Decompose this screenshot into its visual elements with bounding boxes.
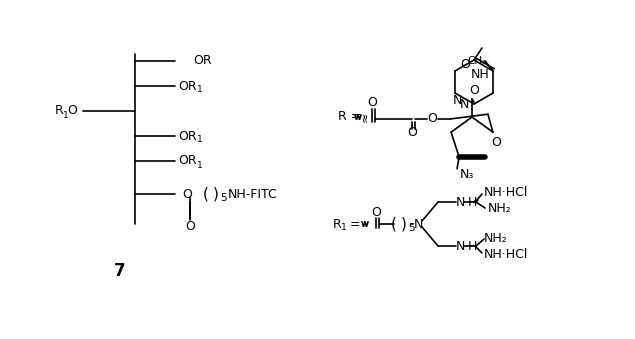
Text: N: N [459,98,469,111]
Text: 1: 1 [197,85,203,95]
Text: NH·HCl: NH·HCl [484,247,528,260]
Text: O: O [67,104,77,118]
Text: OR: OR [178,129,197,142]
Text: 1: 1 [63,111,69,120]
Text: O: O [460,59,470,72]
Text: ): ) [401,217,407,232]
Text: O: O [185,220,195,234]
Text: =: = [346,218,361,231]
Text: H: H [468,196,478,208]
Text: O: O [427,113,437,125]
Text: CH₃: CH₃ [468,56,487,66]
Text: N: N [452,95,462,107]
Text: ≈: ≈ [358,112,371,122]
Text: O: O [469,84,479,98]
Text: OR: OR [178,155,197,167]
Text: N: N [455,239,465,253]
Text: (: ( [391,217,397,232]
Text: 5: 5 [408,223,415,233]
Text: O: O [182,187,192,200]
Text: R: R [55,104,64,118]
Text: 1: 1 [197,136,203,144]
Text: H: H [468,239,478,253]
Text: NH: NH [471,68,490,81]
Text: 7: 7 [114,262,126,280]
Text: NH·HCl: NH·HCl [484,185,528,199]
Text: N: N [413,218,423,231]
Text: O: O [407,126,417,140]
Text: R =: R = [338,111,361,123]
Text: O: O [491,136,501,149]
Text: O: O [367,97,377,109]
Text: R: R [333,218,342,231]
Text: NH₂: NH₂ [488,201,512,215]
Text: (: ( [203,186,209,201]
Text: 1: 1 [341,223,347,233]
Text: 5: 5 [220,193,227,203]
Text: O: O [371,205,381,219]
Text: N: N [455,196,465,208]
Text: ): ) [213,186,219,201]
Text: OR: OR [178,80,197,93]
Text: N₃: N₃ [460,168,474,181]
Text: NH-FITC: NH-FITC [228,187,277,200]
Text: NH₂: NH₂ [484,232,508,244]
Text: 1: 1 [197,160,203,170]
Text: OR: OR [193,55,211,67]
